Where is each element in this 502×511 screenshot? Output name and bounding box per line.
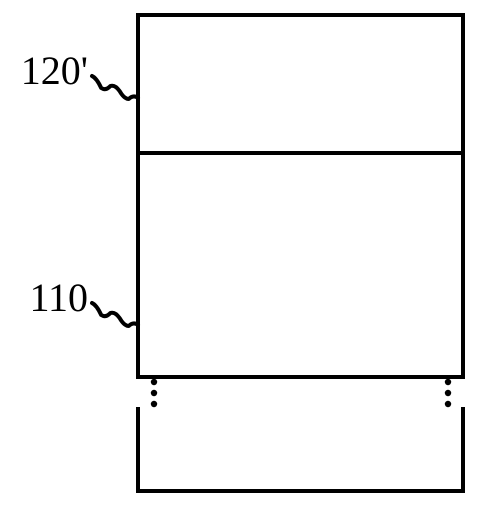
leader-top [92, 76, 138, 99]
layer-stack-diagram: 120' 110 [0, 0, 502, 511]
layer-label-middle: 110 [29, 275, 88, 320]
leader-middle [92, 303, 138, 326]
ellipsis-dot-0-1 [151, 390, 157, 396]
ellipsis-dot-1-0 [445, 379, 451, 385]
layer-label-top: 120' [21, 48, 88, 93]
ellipsis-dot-0-2 [151, 401, 157, 407]
ellipsis-dot-0-0 [151, 379, 157, 385]
ellipsis-dot-1-1 [445, 390, 451, 396]
ellipsis-dot-1-2 [445, 401, 451, 407]
